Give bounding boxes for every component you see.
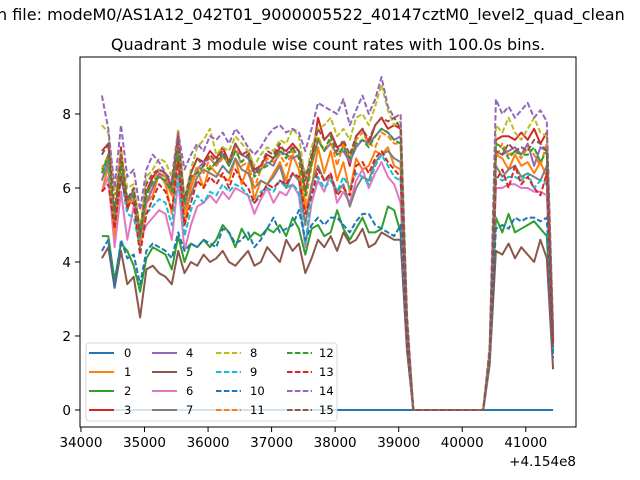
series-line-10 bbox=[101, 209, 555, 411]
legend-item-14: 14 bbox=[287, 384, 334, 398]
legend-label: 13 bbox=[319, 365, 334, 379]
y-tick-label: 2 bbox=[62, 329, 71, 345]
x-offset-text: +4.154e8 bbox=[509, 454, 576, 470]
legend-item-8: 8 bbox=[216, 346, 257, 360]
x-tick-label: 38000 bbox=[314, 435, 357, 451]
y-tick-label: 6 bbox=[62, 181, 71, 197]
legend-item-4: 4 bbox=[152, 346, 193, 360]
x-axis: 34000 35000 36000 37000 38000 39000 40000 41000 bbox=[59, 427, 547, 451]
legend-label: 15 bbox=[319, 403, 334, 417]
figure-suptitle: n file: modeM0/AS1A12_042T01_9000005522_… bbox=[0, 5, 625, 25]
x-tick-label: 39000 bbox=[377, 435, 420, 451]
legend-item-15: 15 bbox=[287, 403, 334, 417]
legend-item-3: 3 bbox=[89, 403, 131, 417]
legend-label: 9 bbox=[250, 365, 257, 379]
legend-item-2: 2 bbox=[89, 384, 131, 398]
legend-frame bbox=[85, 342, 338, 422]
legend-item-7: 7 bbox=[152, 403, 193, 417]
chart-title: Quadrant 3 module wise count rates with … bbox=[111, 35, 545, 54]
legend-label: 0 bbox=[124, 346, 131, 360]
x-tick-label: 35000 bbox=[123, 435, 166, 451]
legend-label: 1 bbox=[124, 365, 131, 379]
legend-label: 3 bbox=[124, 403, 131, 417]
legend-label: 10 bbox=[250, 384, 265, 398]
axes-frame bbox=[79, 56, 577, 428]
series-line-13 bbox=[101, 150, 555, 411]
legend-item-6: 6 bbox=[152, 384, 193, 398]
legend-item-12: 12 bbox=[287, 346, 334, 360]
legend-label: 6 bbox=[186, 384, 193, 398]
x-tick-label: 40000 bbox=[441, 435, 484, 451]
y-tick-label: 8 bbox=[62, 107, 71, 123]
legend-label: 11 bbox=[250, 403, 265, 417]
series-line-15 bbox=[101, 116, 555, 411]
legend-label: 4 bbox=[186, 346, 193, 360]
legend-label: 5 bbox=[186, 365, 193, 379]
legend-item-11: 11 bbox=[216, 403, 265, 417]
x-tick-label: 41000 bbox=[504, 435, 547, 451]
x-tick-label: 34000 bbox=[59, 435, 102, 451]
x-tick-label: 36000 bbox=[187, 435, 230, 451]
legend-label: 7 bbox=[186, 403, 193, 417]
legend-label: 2 bbox=[124, 384, 131, 398]
series-line-14 bbox=[100, 76, 555, 411]
legend-item-13: 13 bbox=[287, 365, 334, 379]
legend-item-5: 5 bbox=[152, 365, 193, 379]
y-tick-label: 4 bbox=[62, 255, 71, 271]
legend-item-0: 0 bbox=[89, 346, 131, 360]
x-tick-label: 37000 bbox=[250, 435, 293, 451]
y-tick-label: 0 bbox=[62, 403, 71, 419]
legend-item-10: 10 bbox=[216, 384, 265, 398]
legend-label: 14 bbox=[319, 384, 334, 398]
y-axis: 0 2 4 6 8 bbox=[62, 107, 80, 419]
legend-label: 8 bbox=[250, 346, 257, 360]
legend-item-1: 1 bbox=[89, 365, 131, 379]
series-layer bbox=[100, 76, 555, 411]
legend-label: 12 bbox=[319, 346, 334, 360]
legend-item-9: 9 bbox=[216, 365, 257, 379]
